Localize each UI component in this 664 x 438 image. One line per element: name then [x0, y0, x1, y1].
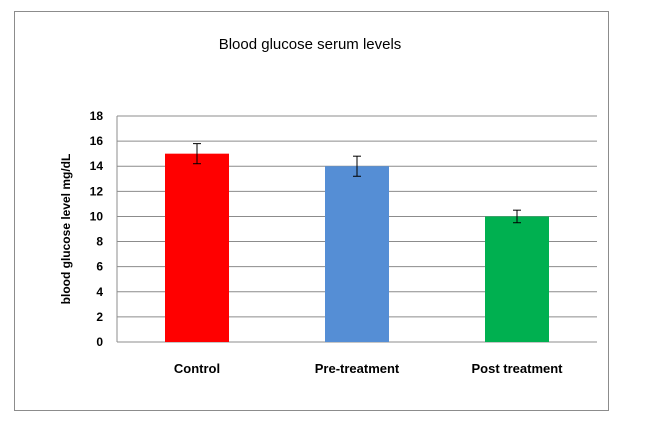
y-tick-label: 4 [96, 285, 103, 299]
bar [165, 153, 229, 342]
y-tick-label: 14 [90, 159, 104, 173]
y-tick-label: 0 [96, 335, 103, 349]
y-tick-label: 12 [90, 184, 104, 198]
bars [165, 153, 549, 342]
y-axis-title: blood glucose level mg/dL [59, 154, 73, 305]
bar [325, 166, 389, 342]
y-tick-label: 18 [90, 109, 104, 123]
chart-title: Blood glucose serum levels [219, 36, 402, 53]
y-tick-label: 16 [90, 134, 104, 148]
bar [485, 216, 549, 342]
category-label: Post treatment [471, 361, 563, 376]
y-axis-ticks: 0 2 4 6 8 10 12 14 16 18 [90, 109, 104, 349]
y-tick-label: 2 [96, 310, 103, 324]
error-bars [193, 143, 521, 224]
category-label: Pre-treatment [315, 361, 400, 376]
y-tick-label: 6 [96, 260, 103, 274]
chart-frame [14, 11, 609, 411]
category-label: Control [174, 361, 220, 376]
y-tick-label: 8 [96, 235, 103, 249]
x-axis-categories: Control Pre-treatment Post treatment [174, 361, 563, 376]
y-tick-label: 10 [90, 209, 104, 223]
